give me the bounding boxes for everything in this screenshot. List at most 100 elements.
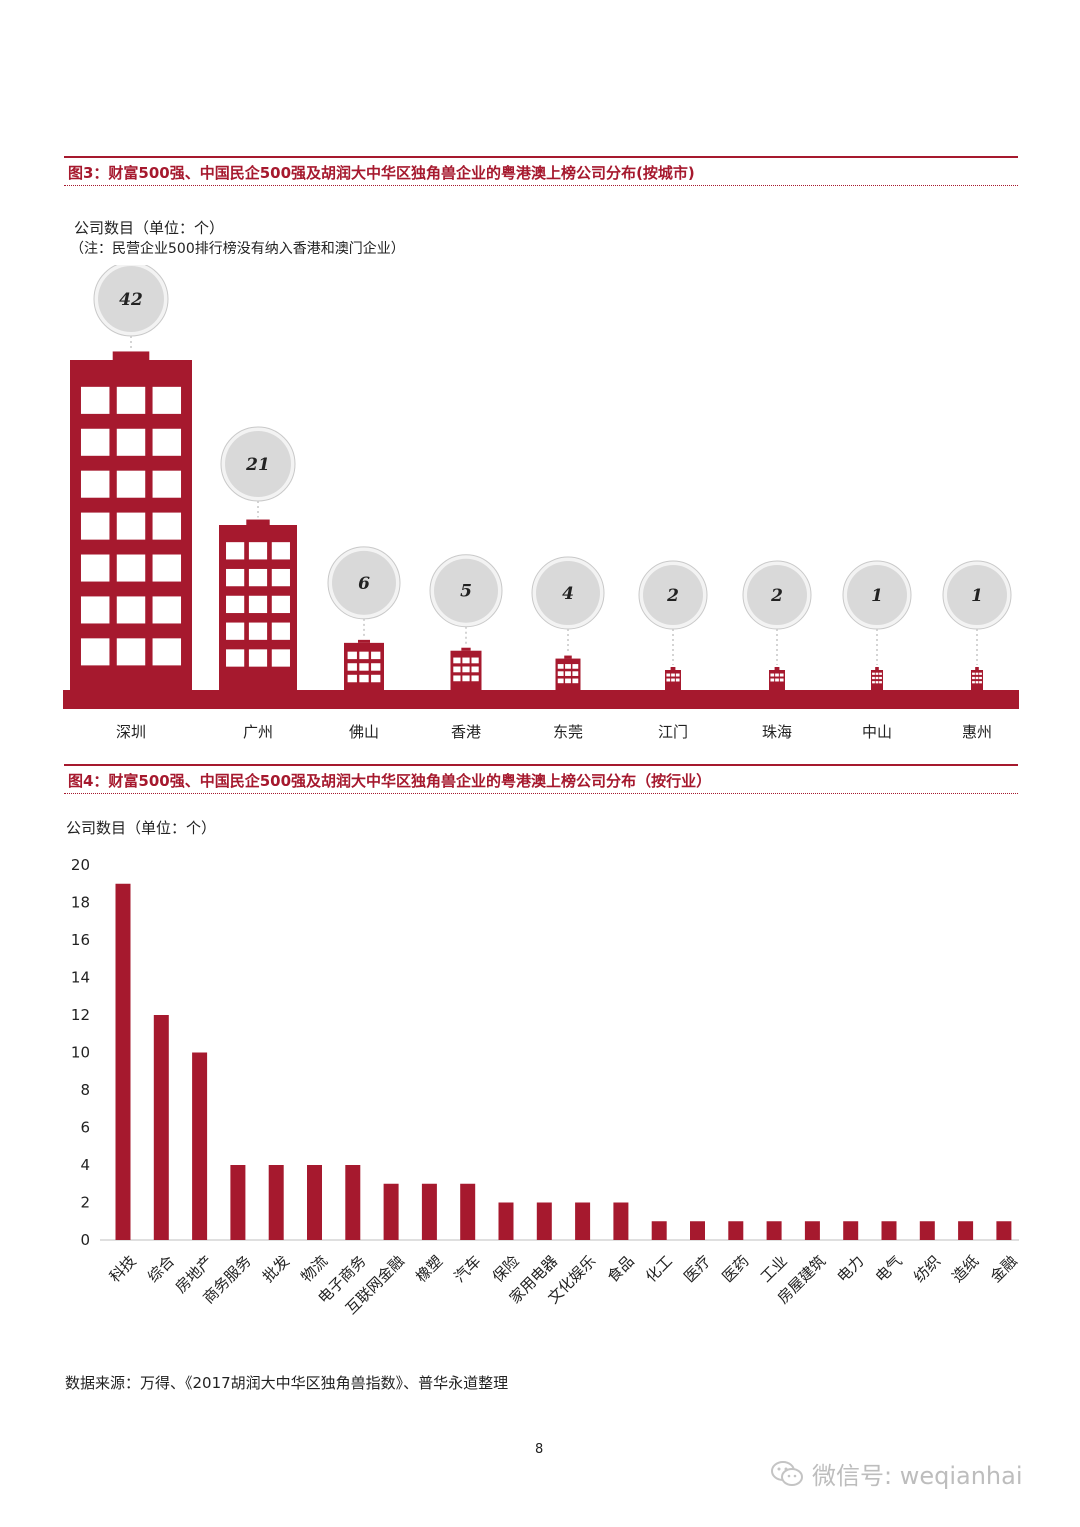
building-window	[116, 428, 146, 456]
bar-批发	[268, 1165, 284, 1240]
building-window	[471, 657, 479, 664]
y-tick-label: 10	[71, 1044, 90, 1062]
city-label: 佛山	[349, 723, 379, 741]
building-中山: 1	[842, 560, 912, 690]
building-window	[972, 676, 975, 680]
building-window	[80, 554, 110, 582]
building-window	[226, 622, 245, 640]
bar-物流	[307, 1165, 322, 1240]
building-window	[572, 678, 579, 684]
building-window	[872, 672, 875, 675]
bar-综合	[153, 1015, 169, 1240]
y-tick-label: 0	[80, 1231, 90, 1249]
city-label: 深圳	[116, 723, 146, 741]
city-label: 香港	[451, 723, 481, 741]
x-tick-label: 工业	[757, 1252, 791, 1286]
source-note: 数据来源：万得、《2017胡润大中华区独角兽指数》、普华永道整理	[65, 1374, 509, 1392]
x-tick-label: 批发	[259, 1252, 293, 1286]
building-window	[226, 595, 245, 614]
building-window	[671, 673, 675, 677]
city-label: 中山	[862, 723, 892, 741]
city-label: 惠州	[962, 723, 992, 741]
building-window	[359, 663, 369, 671]
building-roof	[112, 351, 150, 360]
x-tick-label: 橡塑	[412, 1252, 446, 1286]
y-tick-label: 20	[71, 856, 90, 874]
x-tick-label: 综合	[144, 1252, 178, 1286]
building-window	[80, 386, 110, 414]
value-bubble	[332, 550, 396, 615]
building-window	[471, 666, 479, 673]
building-roof	[975, 667, 979, 670]
city-label: 珠海	[762, 723, 792, 741]
building-香港: 5	[429, 554, 503, 690]
building-window	[116, 512, 146, 540]
building-东莞: 4	[531, 556, 605, 690]
building-window	[116, 386, 146, 414]
value-bubble	[98, 266, 164, 332]
y-tick-label: 16	[71, 931, 90, 949]
bar-文化娱乐	[575, 1202, 591, 1240]
building-window	[975, 676, 979, 680]
building-window	[675, 673, 680, 677]
building-window	[347, 674, 357, 683]
building-window	[271, 568, 290, 587]
building-window	[879, 681, 882, 684]
building-window	[770, 673, 775, 677]
page-number: 8	[535, 1442, 544, 1457]
building-window	[972, 672, 975, 675]
value-label: 6	[358, 574, 370, 594]
building-window	[872, 681, 875, 684]
y-tick-label: 14	[71, 969, 90, 987]
building-window	[979, 681, 982, 684]
building-window	[671, 678, 675, 682]
value-bubble	[747, 565, 807, 625]
bar-纺织	[919, 1221, 935, 1240]
bar-商务服务	[230, 1165, 246, 1240]
city-label: 江门	[658, 723, 688, 741]
building-window	[972, 681, 975, 684]
bar-医药	[728, 1221, 744, 1240]
building-roof	[461, 647, 471, 651]
building-window	[666, 673, 671, 677]
building-window	[248, 622, 268, 640]
building-window	[453, 666, 461, 673]
city-label: 东莞	[553, 723, 583, 741]
building-window	[557, 664, 564, 669]
building-window	[462, 666, 470, 673]
bar-食品	[613, 1202, 629, 1240]
x-tick-label: 汽车	[450, 1252, 484, 1286]
building-roof	[774, 667, 780, 670]
fig4-title: 图4：财富500强、中国民企500强及胡润大中华区独角兽企业的粤港澳上榜公司分布…	[68, 772, 712, 790]
building-window	[557, 678, 564, 684]
building-window	[471, 675, 479, 682]
building-window	[152, 512, 182, 540]
value-label: 4	[562, 584, 574, 604]
building-window	[226, 649, 245, 667]
value-bubble	[847, 565, 907, 625]
building-window	[116, 638, 146, 666]
building-window	[779, 678, 784, 682]
bar-家用电器	[536, 1202, 552, 1240]
building-window	[248, 568, 268, 587]
building-window	[80, 512, 110, 540]
building-window	[359, 674, 369, 683]
building-window	[875, 672, 879, 675]
building-window	[116, 554, 146, 582]
x-tick-label: 保险	[489, 1252, 523, 1286]
building-window	[872, 676, 875, 680]
building-window	[572, 671, 579, 676]
building-window	[775, 678, 779, 682]
building-window	[248, 595, 268, 614]
building-广州: 21	[219, 426, 297, 690]
building-window	[675, 678, 680, 682]
building-珠海: 2	[742, 560, 812, 690]
building-window	[879, 676, 882, 680]
building-window	[152, 428, 182, 456]
building-body	[971, 670, 983, 690]
building-window	[979, 672, 982, 675]
bar-房屋建筑	[804, 1221, 820, 1240]
fig3-unit-label: 公司数目（单位：个）	[74, 219, 225, 237]
building-window	[248, 649, 268, 667]
